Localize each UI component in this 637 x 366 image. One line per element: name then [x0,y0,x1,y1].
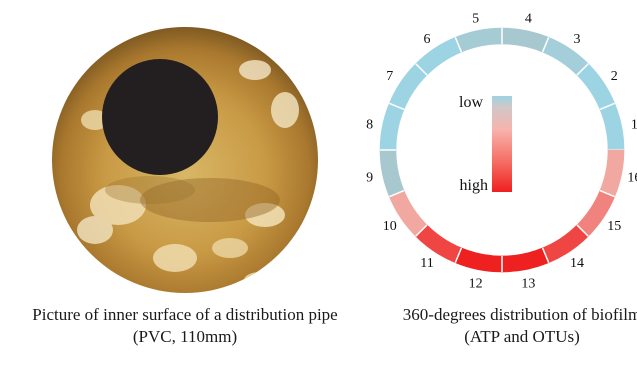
ring-divider [415,224,428,237]
ring-label-14: 14 [570,256,584,271]
ring-segment-2 [576,63,616,110]
ring-divider [599,102,616,111]
ring-label-6: 6 [423,32,430,47]
ring-label-9: 9 [366,170,373,185]
ring-label-1: 1 [631,118,637,133]
right-caption-line1: 360-degrees distribution of biofilm [402,305,637,324]
left-caption: Picture of inner surface of a distributi… [0,304,370,348]
ring-segment-13 [501,247,550,273]
ring-label-16: 16 [627,170,637,185]
pipe-photo [52,27,318,293]
left-caption-line1: Picture of inner surface of a distributi… [32,305,338,324]
ring-segment-4 [501,27,550,53]
ring-label-15: 15 [607,219,621,234]
ring-divider [415,63,428,76]
ring-label-8: 8 [366,118,373,133]
ring-diagram: 12345678910111213141516 [366,12,637,292]
ring-divider [541,36,550,53]
ring-label-13: 13 [521,276,535,291]
left-caption-line2: (PVC, 110mm) [132,327,238,346]
ring-divider [388,189,405,198]
right-caption-line2: (ATP and OTUs) [464,327,580,346]
ring-divider [599,189,616,198]
ring-label-7: 7 [386,69,393,84]
ring-divider [541,247,550,264]
ring-segment-7 [388,63,428,110]
legend-low-label: low [459,94,483,111]
ring-segment-16 [599,149,625,198]
ring-label-2: 2 [611,69,618,84]
ring-label-3: 3 [574,32,581,47]
ring-label-4: 4 [525,12,532,27]
ring-segment-3 [542,36,589,76]
ring-segment-5 [454,27,503,53]
right-caption: 360-degrees distribution of biofilm (ATP… [372,304,637,348]
ring-divider [454,36,463,53]
ring-label-10: 10 [383,219,397,234]
ring-divider [454,247,463,264]
ring-divider [576,224,589,237]
ring-segment-1 [599,102,625,151]
ring-divider [576,63,589,76]
ring-segment-9 [379,149,405,198]
ring-segment-8 [379,102,405,151]
ring-label-11: 11 [420,256,433,271]
ring-segment-12 [454,247,503,273]
legend-color-bar [492,96,512,192]
ring-divider [388,102,405,111]
pipe-hole [102,59,218,175]
ring-label-5: 5 [472,12,479,27]
legend: low high [459,94,512,194]
legend-high-label: high [460,177,488,194]
ring-label-12: 12 [469,276,483,291]
